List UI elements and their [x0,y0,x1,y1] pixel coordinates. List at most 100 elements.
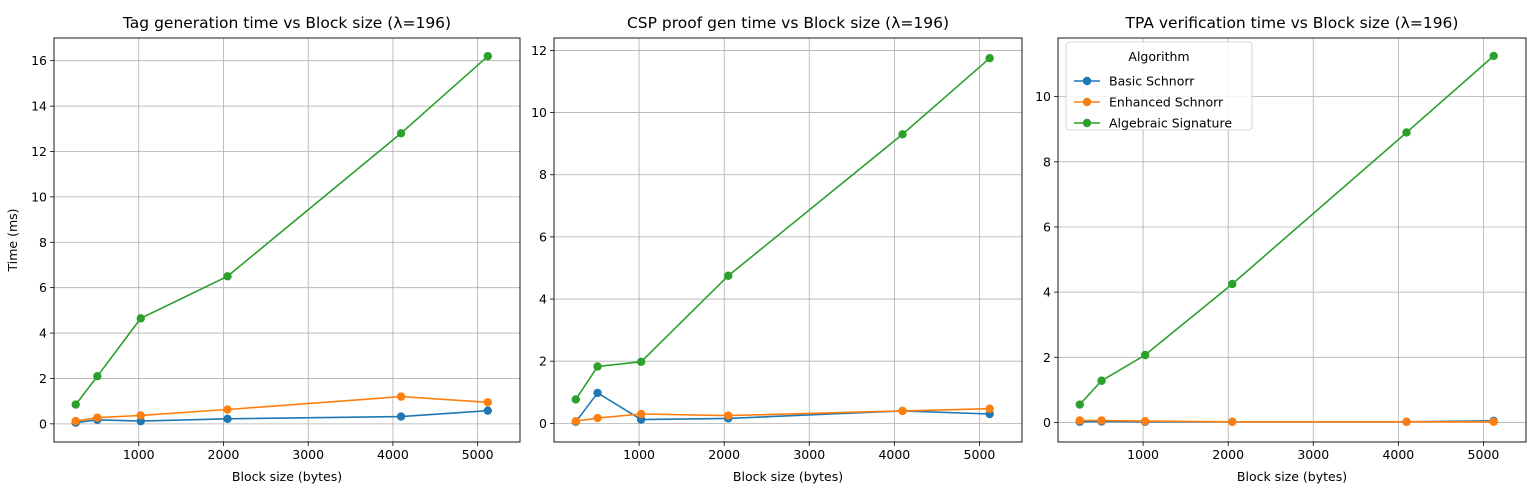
data-point [593,362,602,371]
data-point [593,413,602,423]
series-line-basic-schnorr [575,391,990,423]
data-point [396,129,406,138]
chart-title: TPA verification time vs Block size (λ=1… [1125,14,1459,32]
data-point [71,400,80,409]
data-point [1075,400,1084,409]
data-point [1140,416,1150,426]
plot-frame [53,37,521,443]
x-tick-label: 4000 [377,447,409,462]
y-tick-label: 4 [1043,285,1051,300]
data-point [93,371,102,381]
data-point [1402,128,1411,137]
y-tick-label: 2 [1043,350,1051,365]
data-point [571,416,580,426]
legend-swatch-marker [1082,118,1092,128]
data-point [483,51,493,61]
y-tick-label: 12 [31,144,47,159]
data-point [483,398,493,407]
data-point [571,395,580,404]
x-tick-label: 5000 [1468,447,1500,462]
data-point [71,416,80,426]
x-axis-label: Block size (bytes) [232,469,342,484]
chart-panel-3: 1000 2000 3000 4000 5000 0 2 4 6 8 10 TPA verificat… [1035,14,1527,484]
y-tick-label: 4 [39,326,47,341]
plot-frame [553,37,1023,443]
y-tick-label: 0 [1043,415,1051,430]
chart-title: CSP proof gen time vs Block size (λ=196) [627,14,949,32]
y-tick-label: 14 [31,99,47,114]
data-point [1228,279,1237,289]
data-point [898,130,907,139]
data-point [1075,416,1084,425]
x-tick-label: 2000 [708,447,740,462]
data-point [724,271,733,280]
series-line-algebraic-signature [1079,55,1495,406]
x-tick-label: 3000 [1297,447,1329,462]
x-tick-label: 3000 [793,447,825,462]
y-axis-label: Time (ms) [5,208,20,272]
data-point [136,411,145,420]
y-tick-label: 6 [1043,219,1051,234]
x-tick-label: 1000 [623,447,655,462]
y-tick-label: 12 [531,43,547,58]
y-tick-label: 6 [39,280,47,295]
y-tick-label: 8 [39,235,47,250]
data-point [396,392,406,401]
x-axis-label: Block size (bytes) [1237,469,1347,484]
y-tick-label: 8 [1043,154,1051,169]
y-tick-label: 6 [539,229,547,244]
legend-entry: Algebraic Signature [1109,116,1232,131]
data-point [985,54,994,63]
plot-frame [1057,37,1527,443]
y-tick-label: 8 [539,167,547,182]
data-point [1097,416,1106,425]
x-tick-label: 4000 [1382,447,1414,462]
data-point [483,406,493,415]
legend-entry: Basic Schnorr [1109,74,1195,89]
legend-swatch-marker [1082,76,1092,86]
chart-panel-2: 1000 2000 3000 4000 5000 0 2 4 6 8 10 12 CSP proof g… [531,14,1023,484]
data-point [724,411,733,420]
x-axis-label: Block size (bytes) [733,469,843,484]
y-tick-label: 2 [539,354,547,369]
x-tick-label: 3000 [292,447,324,462]
data-point [898,406,907,416]
y-tick-label: 10 [1035,89,1051,104]
data-point [136,314,145,323]
series-line-algebraic-signature [575,57,991,400]
data-point [593,388,602,398]
y-tick-label: 2 [39,371,47,386]
y-tick-label: 0 [39,416,47,431]
data-point [1228,417,1237,426]
data-point [636,357,646,367]
data-point [1402,417,1411,426]
data-point [396,412,406,421]
x-tick-label: 4000 [878,447,910,462]
y-tick-label: 0 [539,416,547,431]
chart-title: Tag generation time vs Block size (λ=196… [122,14,451,32]
data-point [223,405,232,414]
data-point [1140,350,1150,360]
x-tick-label: 1000 [1127,447,1159,462]
data-point [1097,376,1106,385]
x-tick-label: 5000 [462,447,494,462]
legend: Algorithm Basic Schnorr Enhanced Schnorr Al… [1065,41,1253,131]
data-point [223,272,232,281]
data-point [223,414,232,424]
chart-panel-1: 1000 2000 3000 4000 5000 0 2 4 6 8 10 12 14 16 Tag gen… [5,14,521,484]
y-tick-label: 16 [31,53,47,68]
legend-entry: Enhanced Schnorr [1109,95,1224,110]
data-point [985,404,994,413]
x-tick-label: 5000 [964,447,996,462]
data-point [636,409,646,419]
series-line-algebraic-signature [75,55,489,406]
data-point [1489,417,1498,426]
data-point [1489,51,1498,61]
y-tick-label: 4 [539,292,547,307]
y-tick-label: 10 [531,105,547,120]
legend-swatch-marker [1082,97,1092,107]
legend-title: Algorithm [1128,49,1189,64]
y-tick-label: 10 [31,189,47,204]
